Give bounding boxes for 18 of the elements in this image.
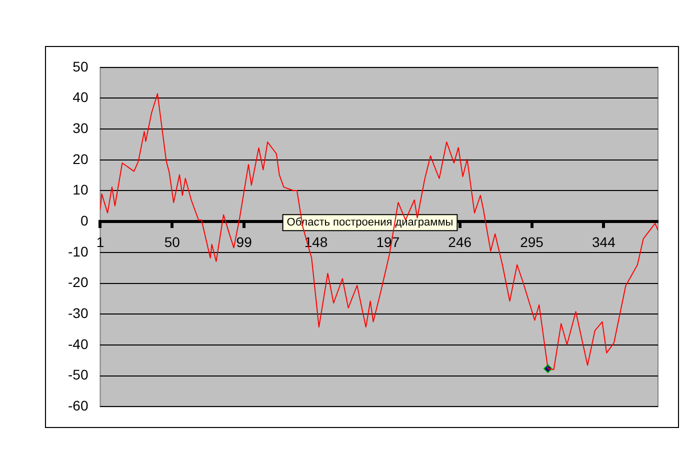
- y-tick-label: 0: [80, 212, 88, 228]
- y-tick-label: -40: [68, 336, 88, 352]
- x-tick-label: 1: [96, 234, 104, 250]
- y-tick-label: 30: [72, 120, 88, 136]
- y-tick-label: -50: [68, 366, 88, 383]
- y-tick-label: 20: [72, 150, 88, 167]
- x-tick-label: 99: [236, 234, 252, 250]
- x-tick-label: 246: [448, 234, 472, 250]
- y-tick-label: 40: [72, 89, 88, 106]
- y-tick-label: -30: [68, 304, 88, 321]
- y-tick-label: 50: [72, 58, 88, 74]
- y-tick-label: -60: [68, 397, 88, 414]
- x-tick-label: 295: [520, 234, 544, 250]
- x-tick-label: 344: [592, 234, 616, 250]
- y-tick-label: -20: [68, 274, 88, 290]
- y-tick-label: -10: [68, 243, 88, 260]
- x-tick-label: 50: [164, 234, 180, 250]
- y-tick-label: 10: [72, 182, 88, 198]
